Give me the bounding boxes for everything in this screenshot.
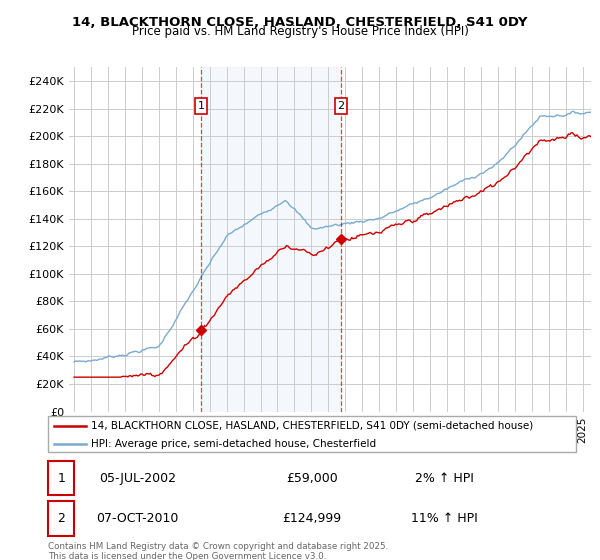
Text: 05-JUL-2002: 05-JUL-2002 [99, 472, 176, 485]
Text: 2% ↑ HPI: 2% ↑ HPI [415, 472, 473, 485]
Text: HPI: Average price, semi-detached house, Chesterfield: HPI: Average price, semi-detached house,… [91, 439, 376, 449]
Text: 1: 1 [57, 472, 65, 485]
Text: 14, BLACKTHORN CLOSE, HASLAND, CHESTERFIELD, S41 0DY: 14, BLACKTHORN CLOSE, HASLAND, CHESTERFI… [72, 16, 528, 29]
Text: 2: 2 [57, 512, 65, 525]
Text: £124,999: £124,999 [283, 512, 341, 525]
Text: 1: 1 [197, 101, 205, 111]
Bar [48, 501, 74, 536]
Text: 14, BLACKTHORN CLOSE, HASLAND, CHESTERFIELD, S41 0DY (semi-detached house): 14, BLACKTHORN CLOSE, HASLAND, CHESTERFI… [91, 421, 533, 431]
Text: 2: 2 [337, 101, 344, 111]
Text: Contains HM Land Registry data © Crown copyright and database right 2025.
This d: Contains HM Land Registry data © Crown c… [48, 542, 388, 560]
Bar [201, 67, 341, 412]
Text: 07-OCT-2010: 07-OCT-2010 [97, 512, 179, 525]
Text: 11% ↑ HPI: 11% ↑ HPI [410, 512, 478, 525]
Bar [48, 461, 74, 496]
Text: Price paid vs. HM Land Registry's House Price Index (HPI): Price paid vs. HM Land Registry's House … [131, 25, 469, 38]
Text: £59,000: £59,000 [286, 472, 338, 485]
